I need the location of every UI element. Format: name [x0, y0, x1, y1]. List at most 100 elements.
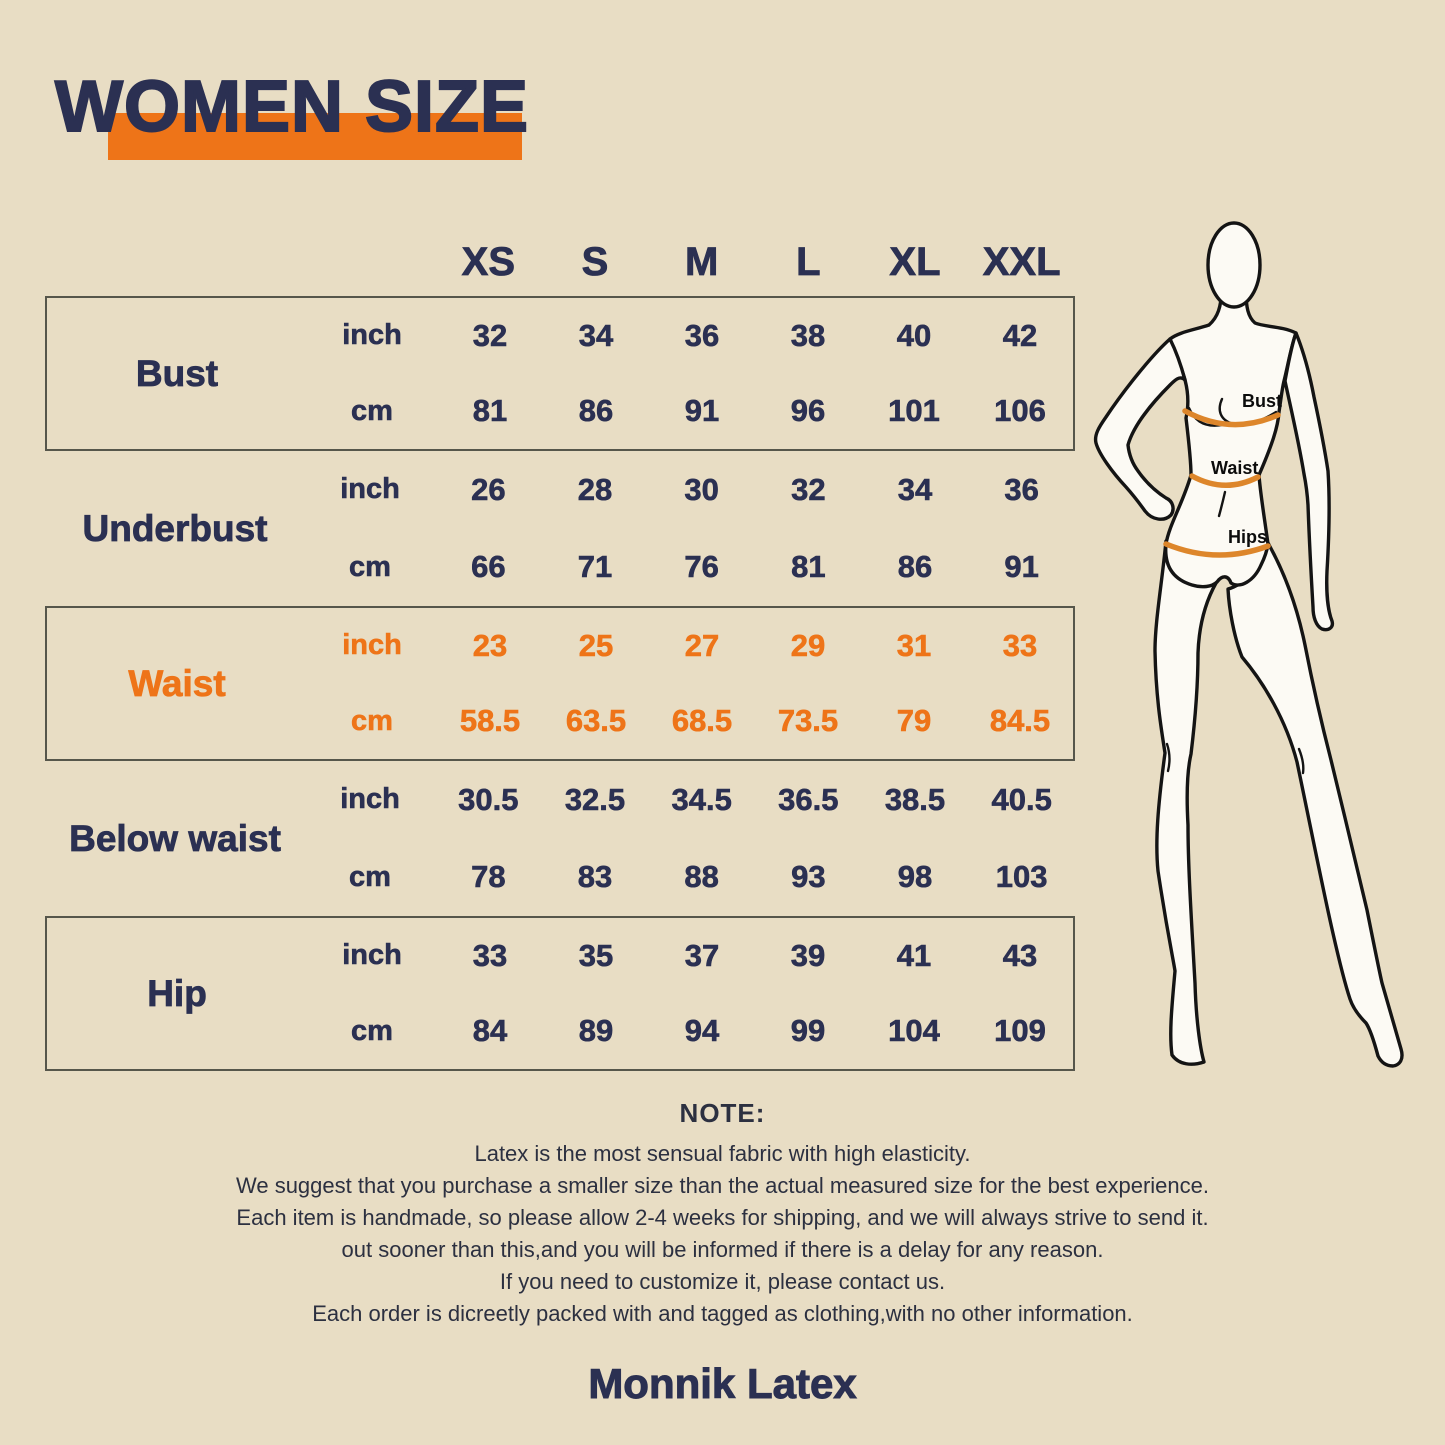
waist-inch-s: 25 — [578, 627, 614, 663]
underbust-inch-xxl: 36 — [1004, 471, 1039, 507]
below-waist-inch-xxl: 40.5 — [991, 781, 1052, 817]
hip-cm-m: 94 — [684, 1013, 720, 1049]
figure-bust-label: Bust — [1242, 391, 1282, 411]
note-heading: NOTE: — [679, 1098, 766, 1128]
below-waist-inch-xl: 38.5 — [884, 781, 946, 817]
underbust-cm-xs: 66 — [471, 549, 506, 585]
waist-cm-m: 68.5 — [671, 703, 733, 739]
bust-cm-m: 91 — [684, 393, 720, 429]
underbust-cm-xl: 86 — [897, 549, 933, 585]
note-line-3: Each item is handmade, so please allow 2… — [236, 1205, 1209, 1230]
right-leg-shape — [1226, 541, 1404, 1068]
size-col-xl: XL — [889, 239, 941, 284]
size-section-waist: Waist inch 23 25 27 29 31 33 cm 58.5 63.… — [45, 606, 1075, 761]
underbust-inch-xs: 26 — [471, 471, 506, 507]
unit-label: inch — [342, 629, 402, 662]
note-line-6: Each order is dicreetly packed with and … — [312, 1301, 1133, 1326]
row-label-hip: Hip — [147, 972, 207, 1014]
waist-cm-xs: 58.5 — [459, 703, 521, 739]
waist-inch-l: 29 — [790, 627, 826, 663]
unit-label: cm — [349, 860, 392, 893]
underbust-inch-m: 30 — [684, 471, 719, 507]
note-line-5: If you need to customize it, please cont… — [499, 1269, 946, 1294]
unit-label: cm — [351, 394, 394, 427]
row-label-below-waist: Below waist — [69, 817, 282, 859]
female-croquis-icon: Bust Waist Hips — [1093, 221, 1404, 1068]
below-waist-inch-s: 32.5 — [564, 781, 626, 817]
waist-inch-xl: 31 — [896, 627, 932, 663]
note-line-4: out sooner than this,and you will be inf… — [341, 1237, 1104, 1262]
unit-label: cm — [349, 550, 392, 583]
navel-line — [1217, 490, 1227, 518]
note-line-2: We suggest that you purchase a smaller s… — [235, 1173, 1210, 1198]
waist-cm-l: 73.5 — [777, 703, 839, 739]
hip-cm-s: 89 — [578, 1013, 614, 1049]
left-knee-line — [1165, 742, 1171, 773]
unit-label: inch — [342, 939, 402, 972]
unit-label: inch — [340, 473, 400, 506]
right-knee-line — [1297, 747, 1305, 775]
underbust-cm-m: 76 — [684, 549, 719, 585]
hip-cm-xl: 104 — [888, 1013, 940, 1049]
title-highlight-bar — [108, 113, 522, 160]
below-waist-cm-m: 88 — [684, 859, 719, 895]
underbust-inch-l: 32 — [791, 471, 826, 507]
note-block: NOTE: Latex is the most sensual fabric w… — [0, 1098, 1445, 1330]
unit-label: cm — [351, 704, 394, 737]
bust-inch-m: 36 — [684, 317, 720, 353]
unit-label: cm — [351, 1014, 394, 1047]
below-waist-cm-xs: 78 — [471, 859, 506, 895]
size-section-hip: Hip inch 33 35 37 39 41 43 cm 84 89 94 9… — [45, 916, 1075, 1071]
bust-cm-xs: 81 — [472, 393, 508, 429]
waist-cm-xxl: 84.5 — [989, 703, 1051, 739]
right-arm-shape — [1283, 331, 1335, 632]
size-col-m: M — [684, 239, 719, 284]
brand-name: Monnik Latex — [588, 1360, 857, 1408]
bust-cm-xl: 101 — [888, 393, 940, 429]
bust-inch-xl: 40 — [896, 317, 932, 353]
bust-inch-l: 38 — [790, 317, 826, 353]
unit-label: inch — [342, 319, 402, 352]
hip-inch-l: 39 — [790, 937, 826, 973]
waist-inch-xxl: 33 — [1002, 627, 1038, 663]
row-label-underbust: Underbust — [82, 507, 268, 549]
hip-cm-l: 99 — [790, 1013, 826, 1049]
page-title: WOMEN SIZE — [54, 66, 529, 148]
below-waist-cm-s: 83 — [577, 859, 613, 895]
below-waist-cm-xl: 98 — [897, 859, 933, 895]
hip-cm-xs: 84 — [472, 1013, 508, 1049]
bust-inch-xs: 32 — [472, 317, 508, 353]
hips-measure-line — [1163, 541, 1271, 558]
row-label-waist: Waist — [128, 662, 226, 704]
head-shape — [1206, 221, 1262, 309]
below-waist-cm-xxl: 103 — [995, 859, 1048, 895]
hip-inch-xs: 33 — [472, 937, 508, 973]
below-waist-inch-xs: 30.5 — [458, 781, 519, 817]
below-waist-inch-l: 36.5 — [778, 781, 839, 817]
underbust-cm-xxl: 91 — [1004, 549, 1039, 585]
size-col-xs: XS — [461, 239, 515, 284]
size-col-l: L — [796, 239, 821, 284]
size-column-header: XS S M L XL XXL — [45, 232, 1075, 292]
bust-measure-line — [1182, 408, 1281, 428]
bust-inch-xxl: 42 — [1002, 317, 1038, 353]
hip-cm-xxl: 109 — [994, 1013, 1046, 1049]
size-col-s: S — [581, 239, 609, 284]
bust-cm-xxl: 106 — [994, 393, 1046, 429]
measurement-figure-illustration: Bust Waist Hips — [1082, 213, 1438, 1085]
underbust-cm-l: 81 — [791, 549, 826, 585]
waist-measure-line — [1189, 473, 1261, 488]
bust-cm-l: 96 — [790, 393, 826, 429]
below-waist-inch-m: 34.5 — [671, 781, 732, 817]
hip-inch-s: 35 — [578, 937, 614, 973]
size-table: Bust inch 32 34 36 38 40 42 cm 81 86 91 … — [45, 296, 1075, 1071]
size-section-underbust: Underbust inch 26 28 30 32 34 36 cm 66 7… — [45, 451, 1075, 606]
underbust-inch-s: 28 — [577, 471, 613, 507]
bust-cm-s: 86 — [578, 393, 614, 429]
size-section-below-waist: Below waist inch 30.5 32.5 34.5 36.5 38.… — [45, 761, 1075, 916]
bust-inch-s: 34 — [578, 317, 614, 353]
below-waist-cm-l: 93 — [791, 859, 826, 895]
waist-cm-s: 63.5 — [565, 703, 627, 739]
unit-label: inch — [340, 783, 400, 816]
underbust-inch-xl: 34 — [897, 471, 933, 507]
